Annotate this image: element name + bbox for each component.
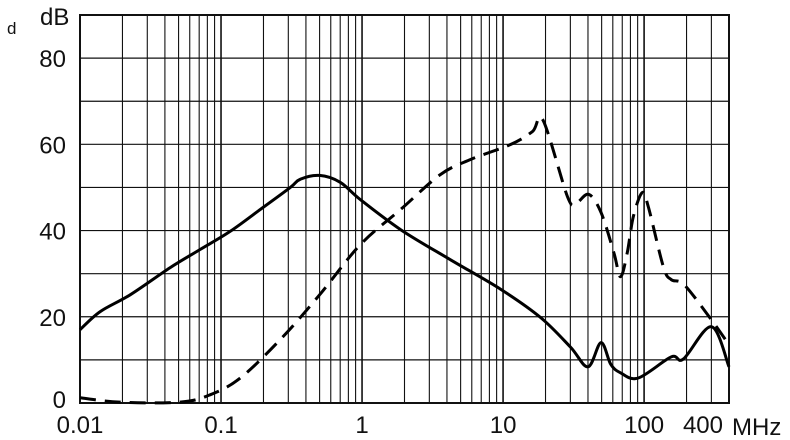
y-tick-label: 60: [39, 132, 66, 159]
y-axis-label: dB: [40, 4, 69, 31]
x-tick-label: 0.1: [204, 412, 237, 439]
x-tick-label: 10: [490, 412, 517, 439]
y-tick-label: 20: [39, 305, 66, 332]
x-axis-label: MHz: [732, 414, 781, 440]
y-tick-label: 0: [53, 387, 66, 414]
series-line-solid: [78, 173, 731, 381]
series: [78, 115, 731, 405]
series-line-dashed: [79, 115, 731, 405]
x-tick-label: 100: [624, 412, 664, 439]
y-tick-label: 40: [39, 219, 66, 246]
plot-frame: [79, 14, 730, 404]
stray-mark: d: [7, 19, 16, 38]
grid: [79, 14, 730, 404]
tick-labels: 0.01 0.1 1 10 100 400 0 20 40 60 80: [39, 46, 723, 439]
x-tick-label: 400: [683, 412, 723, 439]
y-tick-label: 80: [39, 46, 66, 73]
x-tick-label: 1: [355, 412, 368, 439]
x-tick-label: 0.01: [57, 412, 104, 439]
